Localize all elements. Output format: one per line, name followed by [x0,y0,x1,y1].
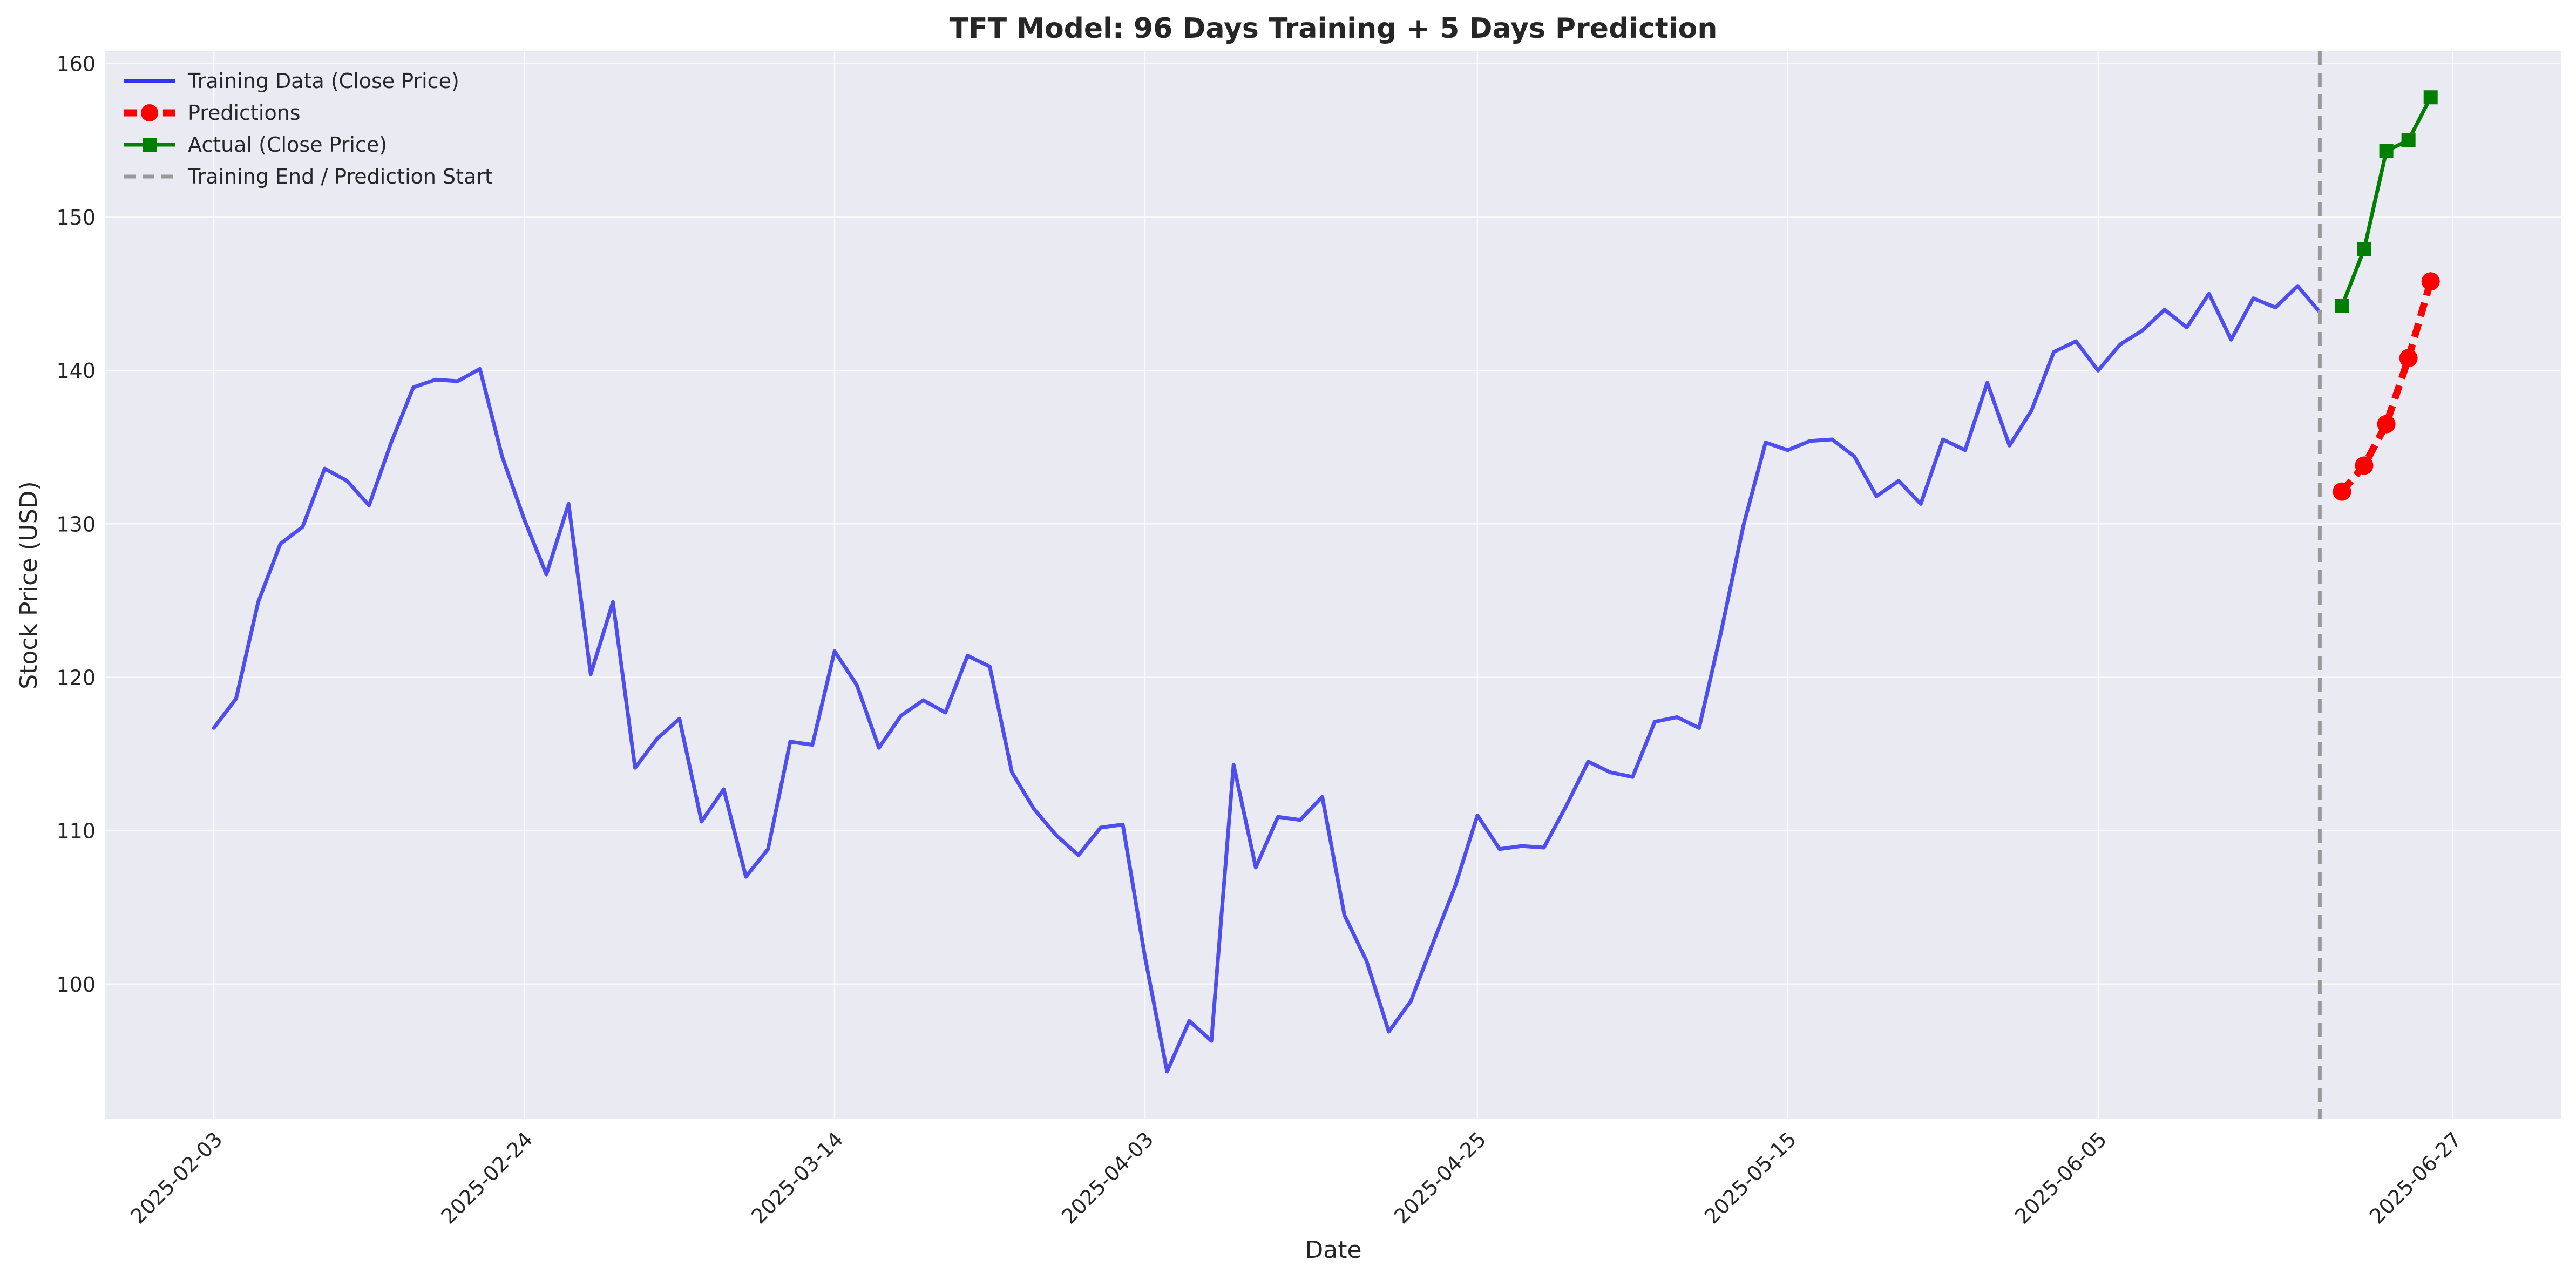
y-tick-label: 100 [56,973,96,997]
prediction-point [2377,415,2396,434]
prediction-point [2333,482,2351,501]
y-tick-label: 130 [56,512,96,536]
y-axis-label: Stock Price (USD) [15,481,43,689]
legend-label: Predictions [188,101,301,125]
actual-point [2357,242,2371,256]
y-tick-label: 120 [56,666,96,690]
legend-swatch-marker [141,104,158,121]
actual-point [2401,133,2416,147]
y-tick-label: 110 [56,820,96,843]
y-tick-label: 140 [56,359,96,383]
y-axis: 100 110 120 130 140 150 160 [56,52,96,997]
prediction-point [2399,349,2418,368]
chart-title: TFT Model: 96 Days Training + 5 Days Pre… [950,12,1718,45]
series-layer [212,51,2440,1119]
prediction-point [2355,456,2374,475]
legend-label: Training Data (Close Price) [187,69,459,93]
actual-point [2379,144,2394,158]
actual-point [2423,90,2438,105]
y-tick-label: 150 [56,206,96,229]
y-tick-label: 160 [56,52,96,76]
legend: Training Data (Close Price) Predictions Ac… [124,69,493,188]
plot-area [105,51,2561,1119]
grid [105,51,2561,1119]
legend-swatch-marker [143,138,157,152]
actual-point [2335,299,2349,313]
prediction-point [2421,272,2440,291]
x-axis-label: Date [1305,1236,1361,1264]
legend-label: Training End / Prediction Start [187,165,493,188]
legend-label: Actual (Close Price) [188,133,387,157]
series-line-predictions [2339,280,2434,494]
series-line-training [212,284,2322,1074]
